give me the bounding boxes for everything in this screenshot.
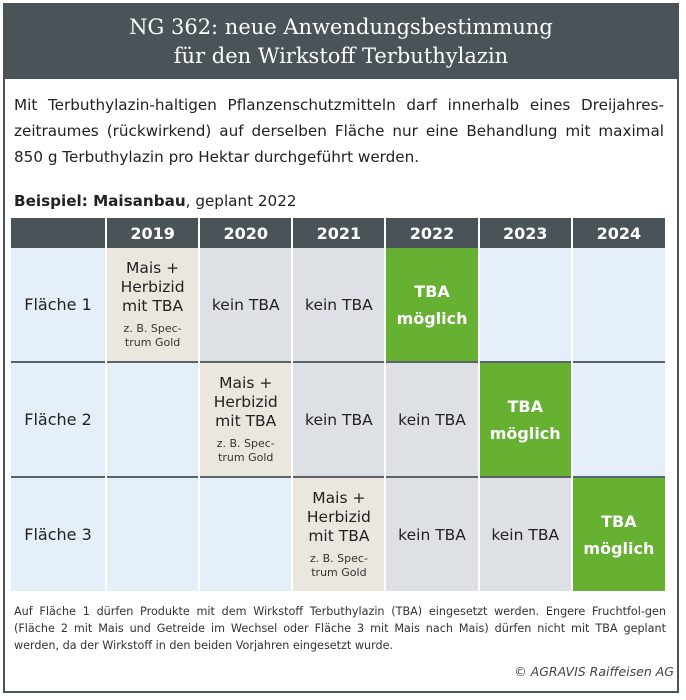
cell-empty xyxy=(570,248,665,362)
copyright-notice: © AGRAVIS Raiffeisen AG xyxy=(514,664,674,679)
tba-line: möglich xyxy=(396,308,468,328)
mais-line: mit TBA xyxy=(308,527,370,545)
product-example: z. B. Spec-trum Gold xyxy=(309,552,368,579)
cell-empty xyxy=(477,248,572,362)
year-2020: 2020 xyxy=(198,218,293,248)
cell-tba-moeglich: TBA möglich xyxy=(384,248,479,362)
rotation-table: 2019 2020 2021 2022 2023 2024 Fläche 1 M… xyxy=(11,218,665,591)
table-row: Fläche 3 Mais + Herbizid mit TBA z. B. S… xyxy=(11,476,665,591)
cell-empty xyxy=(570,361,665,477)
cell-empty xyxy=(198,476,293,591)
table-row: Fläche 2 Mais + Herbizid mit TBA z. B. S… xyxy=(11,361,665,477)
title-line-2: für den Wirkstoff Terbuthylazin xyxy=(173,44,509,68)
year-2024: 2024 xyxy=(570,218,665,248)
year-header-row: 2019 2020 2021 2022 2023 2024 xyxy=(11,218,665,248)
product-example: z. B. Spec-trum Gold xyxy=(216,437,275,464)
cell-mais-herbizid: Mais + Herbizid mit TBA z. B. Spec-trum … xyxy=(198,361,293,477)
cell-kein-tba: kein TBA xyxy=(291,248,386,362)
cell-mais-herbizid: Mais + Herbizid mit TBA z. B. Spec-trum … xyxy=(291,476,386,591)
mais-line: Herbizid xyxy=(120,278,185,296)
example-rest: , geplant 2022 xyxy=(185,192,297,210)
row-label-flaeche-1: Fläche 1 xyxy=(11,248,106,362)
year-2023: 2023 xyxy=(477,218,572,248)
year-2019: 2019 xyxy=(104,218,200,248)
cell-kein-tba: kein TBA xyxy=(384,361,479,477)
footnote-text: Auf Fläche 1 dürfen Produkte mit dem Wir… xyxy=(14,605,666,652)
mais-line: Herbizid xyxy=(213,393,278,411)
cell-kein-tba: kein TBA xyxy=(198,248,293,362)
mais-line: Mais + xyxy=(125,259,180,277)
mais-line: mit TBA xyxy=(215,412,277,430)
cell-kein-tba: kein TBA xyxy=(477,476,572,591)
header-corner xyxy=(11,218,106,248)
cell-mais-herbizid: Mais + Herbizid mit TBA z. B. Spec-trum … xyxy=(104,248,200,362)
tba-line: möglich xyxy=(489,423,561,443)
cell-kein-tba: kein TBA xyxy=(384,476,479,591)
tba-line: TBA xyxy=(414,281,450,301)
tba-line: möglich xyxy=(583,538,655,558)
cell-tba-moeglich: TBA möglich xyxy=(570,476,665,591)
product-example: z. B. Spec-trum Gold xyxy=(123,322,182,349)
intro-text: Mit Terbuthylazin-haltigen Pflanzenschut… xyxy=(14,96,664,166)
tba-line: TBA xyxy=(507,396,543,416)
mais-line: mit TBA xyxy=(122,297,184,315)
cell-empty xyxy=(104,476,200,591)
title-line-1: NG 362: neue Anwendungsbestimmung xyxy=(129,15,553,39)
tba-line: TBA xyxy=(601,511,637,531)
row-label-flaeche-2: Fläche 2 xyxy=(11,361,106,477)
year-2022: 2022 xyxy=(384,218,479,248)
header-banner: NG 362: neue Anwendungsbestimmung für de… xyxy=(5,5,677,79)
row-label-flaeche-3: Fläche 3 xyxy=(11,476,106,591)
mais-line: Herbizid xyxy=(306,508,371,526)
year-2021: 2021 xyxy=(291,218,386,248)
cell-tba-moeglich: TBA möglich xyxy=(477,361,572,477)
mais-line: Mais + xyxy=(219,374,273,392)
mais-line: Mais + xyxy=(312,489,366,507)
example-bold: Beispiel: Maisanbau xyxy=(14,192,186,210)
cell-empty xyxy=(104,361,200,477)
table-row: Fläche 1 Mais + Herbizid mit TBA z. B. S… xyxy=(11,248,665,362)
cell-kein-tba: kein TBA xyxy=(291,361,386,477)
example-caption: Beispiel: Maisanbau, geplant 2022 xyxy=(14,192,297,210)
